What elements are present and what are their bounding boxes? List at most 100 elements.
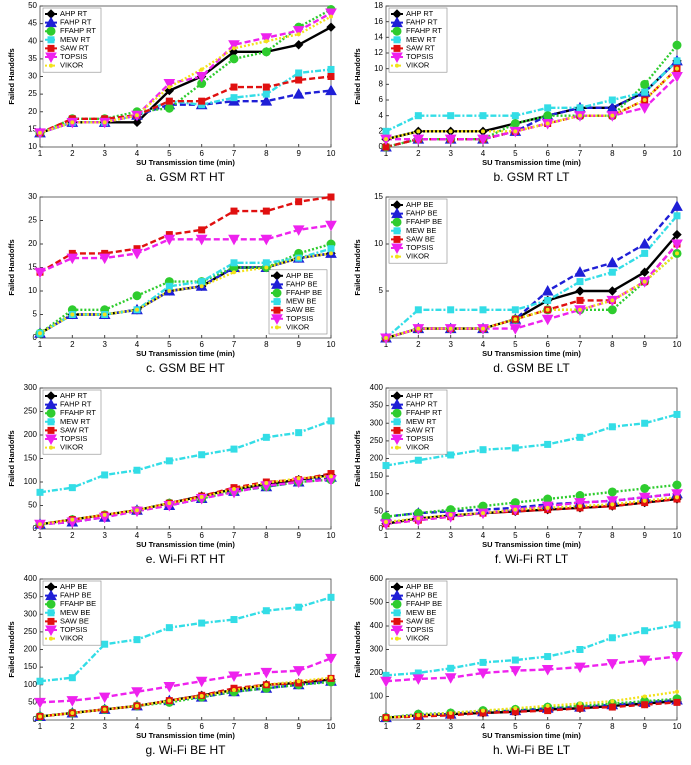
series-line xyxy=(39,11,332,135)
marker xyxy=(327,65,335,73)
marker xyxy=(578,504,582,509)
marker xyxy=(329,474,333,479)
x-tick-label: 5 xyxy=(167,340,172,349)
marker xyxy=(541,284,554,296)
x-tick-label: 3 xyxy=(102,149,107,158)
y-tick-label: 15 xyxy=(28,124,37,133)
marker xyxy=(416,713,421,718)
legend-label: SAW RT xyxy=(60,43,89,52)
x-tick-label: 10 xyxy=(673,722,682,731)
marker xyxy=(228,234,240,246)
legend-marker xyxy=(47,426,55,434)
marker xyxy=(131,687,143,698)
y-tick-label: 300 xyxy=(24,609,38,618)
y-tick-label: 16 xyxy=(374,17,383,26)
x-tick-label: 1 xyxy=(38,149,43,158)
x-tick-label: 5 xyxy=(167,149,172,158)
marker xyxy=(230,94,238,102)
x-tick-label: 1 xyxy=(384,149,389,158)
marker xyxy=(198,619,206,627)
marker xyxy=(327,73,335,80)
marker xyxy=(675,251,679,256)
x-tick-label: 5 xyxy=(513,149,518,158)
chart-panel: 05010015020025030012345678910SU Transmis… xyxy=(7,383,337,566)
y-tick-label: 10 xyxy=(28,286,37,295)
x-axis-label: SU Transmission time (min) xyxy=(136,158,235,167)
x-tick-label: 6 xyxy=(545,531,550,540)
plot-frame xyxy=(385,196,678,339)
marker xyxy=(641,249,649,257)
x-axis-label: SU Transmission time (min) xyxy=(482,349,581,358)
marker xyxy=(513,507,518,512)
series-line xyxy=(385,252,678,340)
x-tick-label: 5 xyxy=(513,531,518,540)
legend-marker xyxy=(391,589,403,601)
marker xyxy=(229,54,239,64)
marker xyxy=(545,703,550,708)
y-axis-label: Failed Handoffs xyxy=(7,430,16,486)
marker xyxy=(232,46,236,51)
marker xyxy=(412,674,425,685)
caption: d. GSM BE LT xyxy=(493,361,570,375)
marker xyxy=(638,237,651,249)
legend-label: MEW RT xyxy=(60,35,91,44)
x-tick-label: 10 xyxy=(327,531,336,540)
marker xyxy=(610,699,615,704)
marker xyxy=(544,653,552,661)
x-tick-label: 9 xyxy=(642,149,647,158)
y-tick-label: 15 xyxy=(374,192,383,201)
legend-label: AHP BE xyxy=(406,582,433,591)
y-tick-label: 0 xyxy=(379,715,384,724)
x-tick-label: 7 xyxy=(578,531,583,540)
marker xyxy=(70,710,75,715)
y-tick-label: 150 xyxy=(370,471,384,480)
legend-marker xyxy=(49,445,53,450)
marker xyxy=(165,624,173,632)
legend-label: VIKOR xyxy=(60,634,84,643)
marker xyxy=(195,234,208,246)
marker xyxy=(444,673,457,684)
marker xyxy=(38,331,42,336)
marker xyxy=(671,489,683,500)
legend-label: FFAHP BE xyxy=(286,288,322,297)
marker xyxy=(414,456,422,464)
x-tick-label: 8 xyxy=(610,340,615,349)
marker xyxy=(295,69,303,77)
legend-label: FAHP BE xyxy=(286,279,318,288)
x-tick-label: 10 xyxy=(327,722,336,731)
series-line xyxy=(385,413,678,467)
y-tick-label: 15 xyxy=(28,263,37,272)
y-tick-label: 100 xyxy=(370,692,384,701)
legend-marker xyxy=(46,599,56,609)
legend-label: AHP BE xyxy=(60,582,87,591)
x-tick-label: 7 xyxy=(232,722,237,731)
x-tick-label: 8 xyxy=(264,340,269,349)
marker xyxy=(36,488,44,496)
marker xyxy=(296,256,301,261)
marker xyxy=(167,85,172,90)
y-tick-label: 400 xyxy=(24,574,38,583)
x-tick-label: 8 xyxy=(264,149,269,158)
legend-marker xyxy=(45,52,57,64)
series-line xyxy=(39,475,332,526)
x-tick-label: 1 xyxy=(384,340,389,349)
x-tick-label: 4 xyxy=(481,531,486,540)
marker xyxy=(230,207,238,215)
marker xyxy=(163,234,176,246)
marker xyxy=(380,676,392,688)
marker xyxy=(68,484,76,492)
legend-marker xyxy=(391,398,403,410)
legend-marker xyxy=(49,636,53,641)
y-tick-label: 30 xyxy=(28,192,37,201)
marker xyxy=(608,96,616,104)
legend-label: FFAHP RT xyxy=(406,408,442,417)
marker xyxy=(513,317,518,322)
legend-label: VIKOR xyxy=(406,634,430,643)
x-tick-label: 5 xyxy=(513,340,518,349)
series-line xyxy=(385,252,678,340)
legend-label: SAW BE xyxy=(406,234,435,243)
marker xyxy=(38,522,42,527)
y-tick-label: 20 xyxy=(28,239,37,248)
marker xyxy=(448,129,453,134)
marker xyxy=(384,137,388,142)
